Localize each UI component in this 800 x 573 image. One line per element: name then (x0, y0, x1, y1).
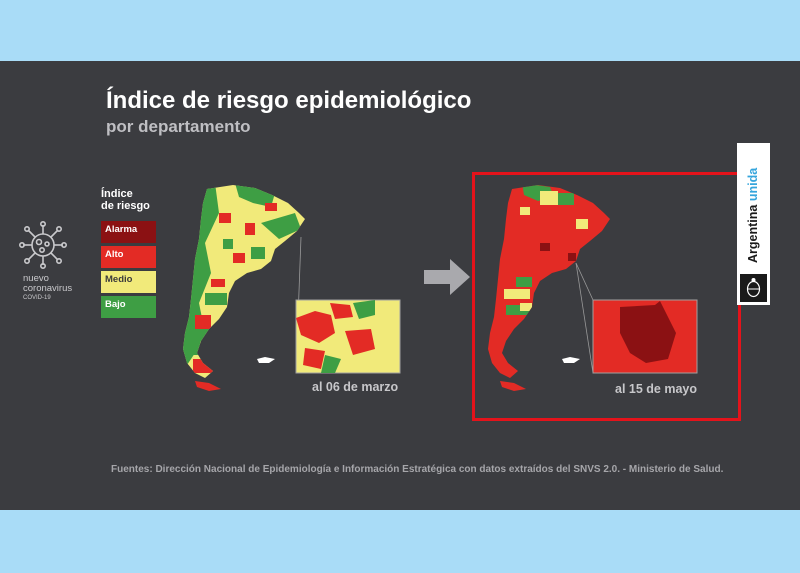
legend: Alarma Alto Medio Bajo (101, 221, 156, 321)
sources-text: Fuentes: Dirección Nacional de Epidemiol… (111, 464, 724, 475)
coronavirus-icon (18, 220, 67, 269)
legend-item-alarma: Alarma (101, 221, 156, 243)
page-subtitle: por departamento (106, 117, 251, 136)
map-march-date: al 06 de marzo (312, 380, 399, 394)
map-march (183, 185, 401, 391)
covid-line-1: nuevo (23, 273, 49, 284)
arrow-right-icon (424, 259, 470, 295)
logo-text-part-1: Argentina (746, 204, 760, 263)
map-may-date: al 15 de mayo (615, 382, 697, 396)
legend-title-line-1: Índice (101, 188, 133, 200)
page-title: Índice de riesgo epidemiológico (106, 87, 472, 114)
legend-item-bajo: Bajo (101, 296, 156, 318)
legend-title: Índice de riesgo (101, 188, 150, 212)
covid-line-3: COVID-19 (23, 295, 51, 301)
national-emblem-icon (740, 274, 767, 302)
covid-line-2: coronavirus (23, 283, 73, 294)
logo-text-part-2: unida (746, 167, 760, 202)
covid-logo-text: nuevo coronavirus COVID-19 (23, 274, 88, 302)
covid-logo: nuevo coronavirus COVID-19 (18, 220, 88, 302)
argentina-unida-logo: Argentina unida (737, 143, 770, 305)
logo-text: Argentina unida (746, 168, 760, 263)
legend-title-line-2: de riesgo (101, 200, 150, 212)
legend-item-alto: Alto (101, 246, 156, 268)
slide: Índice de riesgo epidemiológico por depa… (0, 61, 800, 510)
legend-item-medio: Medio (101, 271, 156, 293)
map-may (488, 185, 698, 391)
